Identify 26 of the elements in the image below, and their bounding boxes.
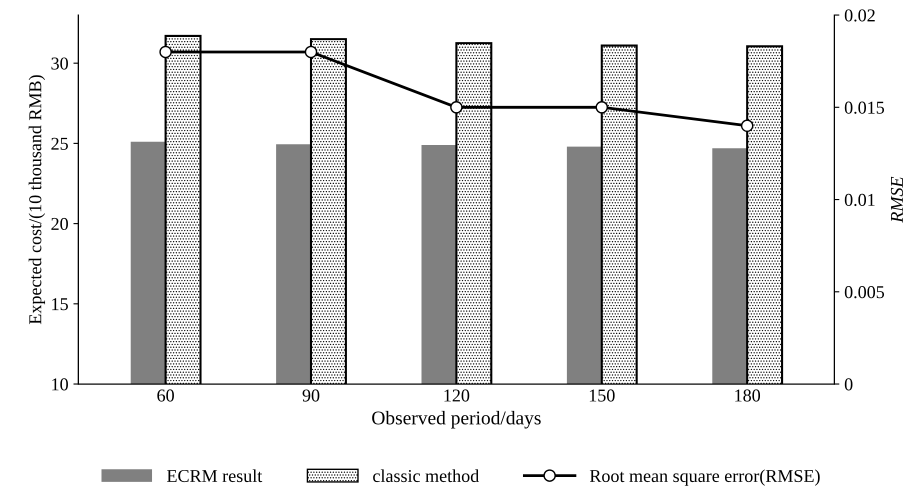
x-tick-label: 90 (302, 389, 320, 402)
y2-tick-label: 0 (844, 378, 852, 390)
y2-tick-label: 0.01 (844, 194, 875, 206)
y-tick-label: 30 (51, 57, 68, 70)
y2-tick-label: 0.02 (844, 9, 875, 22)
x-tick-label: 150 (590, 389, 615, 402)
legend-label: ECRM result (167, 469, 262, 482)
y-tick-label: 15 (52, 298, 68, 310)
point (596, 101, 608, 114)
x-tick-label: 60 (157, 389, 174, 402)
y-tick-label: 25 (51, 138, 68, 150)
x-tick-label: 120 (444, 389, 470, 402)
point (159, 46, 172, 58)
x-tick-label: 180 (735, 389, 760, 402)
y2-axis-title: RMSE (890, 176, 904, 223)
x-axis-title: Observed period/days (372, 410, 541, 429)
point (450, 101, 463, 114)
y-axis-title: Expected cost/(10 thousand RMB) (28, 75, 46, 324)
y2-tick-label: 0.015 (844, 102, 884, 114)
legend-label: Root mean square error(RMSE) (590, 469, 820, 486)
legend-label: classic method (373, 469, 479, 482)
y-tick-label: 20 (51, 218, 68, 230)
y-tick-label: 10 (52, 378, 68, 390)
point (740, 120, 754, 132)
point (304, 46, 318, 58)
y2-tick-label: 0.005 (844, 286, 884, 298)
